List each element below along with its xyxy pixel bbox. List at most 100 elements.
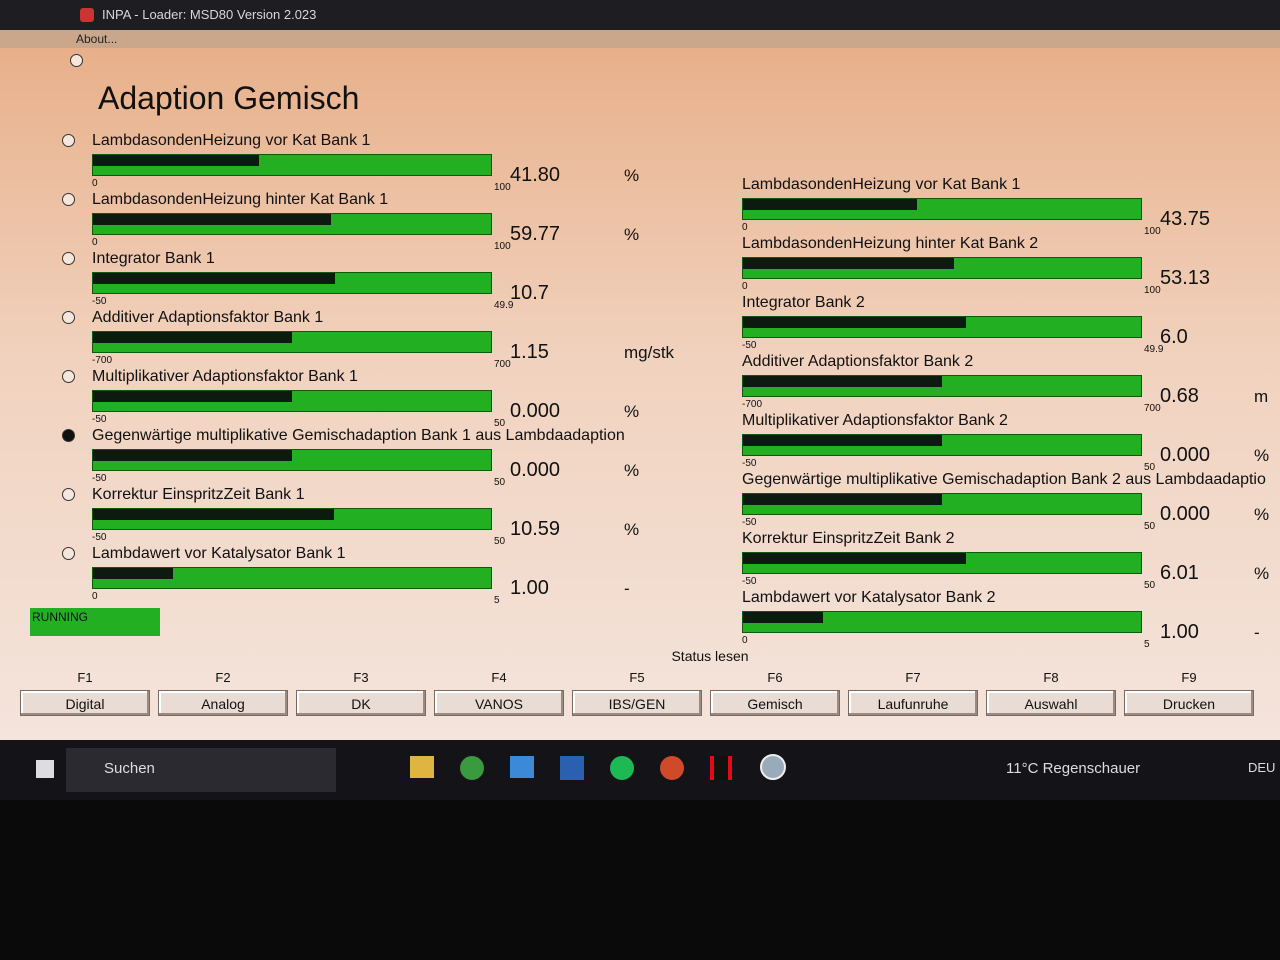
item-value: 0.000 bbox=[1160, 444, 1211, 466]
language: DEU bbox=[1248, 760, 1276, 775]
item-label: Additiver Adaptionsfaktor Bank 2 bbox=[742, 353, 974, 370]
bar-track bbox=[92, 213, 492, 235]
icon-bmw[interactable] bbox=[760, 754, 786, 780]
menu-bar: About... bbox=[0, 30, 1280, 48]
bar-min: -50 bbox=[742, 517, 757, 528]
radio[interactable] bbox=[62, 547, 75, 560]
fkey-label: F3 bbox=[353, 670, 369, 685]
taskbar: Suchen 11°C Regenschauer DEU bbox=[0, 740, 1280, 800]
item-value: 0.000 bbox=[1160, 503, 1211, 525]
bar-track bbox=[742, 375, 1142, 397]
fkey-label: F9 bbox=[1181, 670, 1197, 685]
bar-max: 49.9 bbox=[1144, 344, 1164, 355]
item-value: 0.68 bbox=[1160, 385, 1199, 407]
start-button[interactable] bbox=[36, 760, 54, 778]
icon-spotify[interactable] bbox=[610, 756, 634, 780]
weather: 11°C Regenschauer bbox=[1006, 760, 1141, 777]
fkey-label: F4 bbox=[491, 670, 507, 685]
bar-fill bbox=[743, 199, 918, 210]
item-label: Integrator Bank 2 bbox=[742, 294, 865, 311]
bar-track bbox=[92, 154, 492, 176]
radio[interactable] bbox=[62, 311, 75, 324]
bar-fill bbox=[93, 568, 173, 579]
bar-min: 0 bbox=[742, 635, 748, 646]
fkey-button[interactable]: Analog bbox=[158, 690, 288, 716]
item-unit: - bbox=[624, 579, 630, 598]
bar-min: -50 bbox=[742, 340, 757, 351]
icon-explorer[interactable] bbox=[410, 756, 434, 778]
bar-fill bbox=[743, 317, 967, 328]
icon-chrome[interactable] bbox=[460, 756, 484, 780]
bar-fill bbox=[743, 553, 966, 564]
radio[interactable] bbox=[62, 370, 75, 383]
fkey-button[interactable]: Gemisch bbox=[710, 690, 840, 716]
bar-max: 700 bbox=[1144, 403, 1161, 414]
bar-max: 5 bbox=[494, 595, 500, 606]
bar-track bbox=[742, 434, 1142, 456]
item-label: LambdasondenHeizung hinter Kat Bank 1 bbox=[92, 191, 389, 208]
fkey-button[interactable]: Digital bbox=[20, 690, 150, 716]
item-label: Lambdawert vor Katalysator Bank 1 bbox=[92, 545, 346, 562]
menu-about[interactable]: About... bbox=[76, 32, 118, 46]
icon-mail[interactable] bbox=[510, 756, 534, 778]
item-unit: % bbox=[1254, 564, 1270, 583]
fkey-button[interactable]: VANOS bbox=[434, 690, 564, 716]
radio[interactable] bbox=[62, 429, 75, 442]
bar-track bbox=[742, 257, 1142, 279]
bar-max: 50 bbox=[494, 418, 506, 429]
item-label: LambdasondenHeizung vor Kat Bank 1 bbox=[92, 132, 371, 149]
bar-track bbox=[742, 493, 1142, 515]
bar-track bbox=[92, 508, 492, 530]
radio[interactable] bbox=[62, 193, 75, 206]
bar-max: 49.9 bbox=[494, 300, 514, 311]
item-unit: - bbox=[1254, 623, 1260, 642]
fkey-button[interactable]: Drucken bbox=[1124, 690, 1254, 716]
item-unit: % bbox=[624, 461, 640, 480]
status-caption: Status lesen bbox=[671, 648, 749, 664]
search-box[interactable] bbox=[66, 748, 336, 792]
bar-min: -50 bbox=[742, 576, 757, 587]
item-unit: % bbox=[1254, 505, 1270, 524]
item-value: 10.7 bbox=[510, 282, 549, 304]
bar-fill bbox=[93, 273, 335, 284]
bar-max: 50 bbox=[1144, 521, 1156, 532]
item-value: 53.13 bbox=[1160, 267, 1211, 289]
bar-max: 50 bbox=[1144, 580, 1156, 591]
radio[interactable] bbox=[70, 54, 83, 67]
bar-min: 0 bbox=[92, 237, 98, 248]
app-icon bbox=[80, 8, 94, 22]
bar-min: -50 bbox=[92, 296, 107, 307]
fkey-label: F2 bbox=[215, 670, 231, 685]
item-label: Additiver Adaptionsfaktor Bank 1 bbox=[92, 309, 324, 326]
search-text: Suchen bbox=[104, 760, 155, 777]
bar-fill bbox=[743, 435, 942, 446]
item-unit: m bbox=[1254, 387, 1269, 406]
item-label: Integrator Bank 1 bbox=[92, 250, 215, 267]
item-label: Korrektur EinspritzZeit Bank 1 bbox=[92, 486, 305, 503]
radio[interactable] bbox=[62, 134, 75, 147]
bar-max: 700 bbox=[494, 359, 511, 370]
item-label: LambdasondenHeizung vor Kat Bank 1 bbox=[742, 176, 1021, 193]
fkey-button[interactable]: DK bbox=[296, 690, 426, 716]
bar-min: -50 bbox=[92, 532, 107, 543]
item-label: Gegenwärtige multiplikative Gemischadapt… bbox=[742, 471, 1266, 488]
fkey-label: F7 bbox=[905, 670, 921, 685]
bar-max: 100 bbox=[494, 241, 511, 252]
bar-track bbox=[92, 449, 492, 471]
bar-fill bbox=[93, 155, 260, 166]
bar-max: 50 bbox=[494, 536, 506, 547]
fkey-button[interactable]: IBS/GEN bbox=[572, 690, 702, 716]
bar-min: -700 bbox=[92, 355, 113, 366]
icon-word[interactable] bbox=[560, 756, 584, 780]
bar-fill bbox=[93, 509, 335, 520]
fkey-button[interactable]: Laufunruhe bbox=[848, 690, 978, 716]
icon-powerpoint[interactable] bbox=[660, 756, 684, 780]
bar-min: -700 bbox=[742, 399, 763, 410]
icon-netflix[interactable] bbox=[710, 756, 732, 780]
status-bar bbox=[30, 608, 160, 636]
radio[interactable] bbox=[62, 488, 75, 501]
fkey-button[interactable]: Auswahl bbox=[986, 690, 1116, 716]
bar-fill bbox=[743, 258, 955, 269]
radio[interactable] bbox=[62, 252, 75, 265]
item-value: 1.15 bbox=[510, 341, 549, 363]
